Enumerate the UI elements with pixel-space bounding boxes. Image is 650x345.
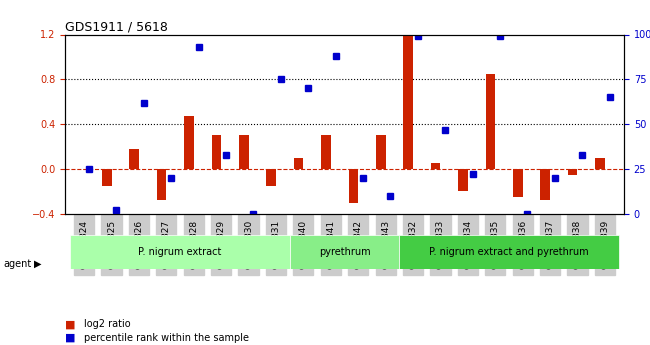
Bar — [102, 169, 112, 186]
Text: ▶: ▶ — [34, 259, 42, 269]
Bar — [294, 158, 304, 169]
Text: agent: agent — [3, 259, 31, 269]
Bar — [321, 136, 331, 169]
Bar — [129, 149, 139, 169]
Bar — [486, 74, 495, 169]
Text: GDS1911 / 5618: GDS1911 / 5618 — [65, 20, 168, 33]
Text: pyrethrum: pyrethrum — [318, 247, 370, 257]
Text: ■: ■ — [65, 333, 75, 343]
FancyBboxPatch shape — [70, 235, 290, 269]
Bar — [376, 136, 385, 169]
Bar — [513, 169, 523, 197]
Bar — [212, 136, 221, 169]
Bar — [266, 169, 276, 186]
Bar — [404, 34, 413, 169]
FancyBboxPatch shape — [290, 235, 399, 269]
Text: P. nigrum extract and pyrethrum: P. nigrum extract and pyrethrum — [429, 247, 589, 257]
Bar — [458, 169, 468, 191]
Bar — [568, 169, 577, 175]
Bar — [348, 169, 358, 203]
Bar — [157, 169, 166, 200]
Bar — [540, 169, 550, 200]
Text: percentile rank within the sample: percentile rank within the sample — [84, 333, 250, 343]
Bar — [431, 164, 441, 169]
Bar — [184, 116, 194, 169]
Text: log2 ratio: log2 ratio — [84, 319, 131, 329]
Text: ■: ■ — [65, 319, 75, 329]
Bar — [595, 158, 604, 169]
Bar — [239, 136, 248, 169]
Text: P. nigrum extract: P. nigrum extract — [138, 247, 222, 257]
FancyBboxPatch shape — [399, 235, 619, 269]
